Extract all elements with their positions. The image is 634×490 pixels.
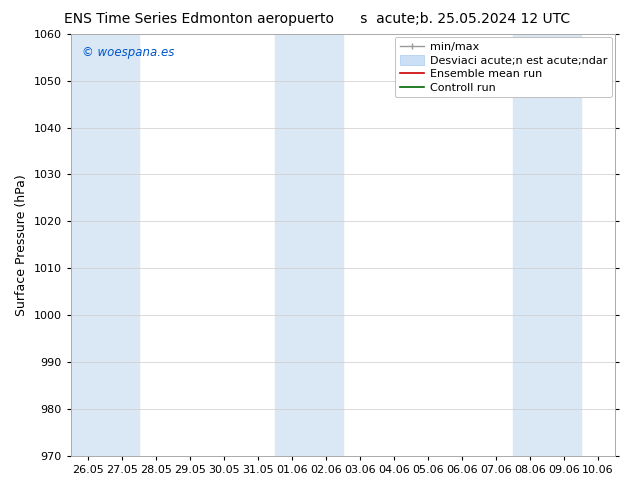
Text: ENS Time Series Edmonton aeropuerto      s  acute;b. 25.05.2024 12 UTC: ENS Time Series Edmonton aeropuerto s ac…	[64, 12, 570, 26]
Title: ENS Time Series Edmonton aeropuerto      s  acute;b. 25.05.2024 12 UTC: ENS Time Series Edmonton aeropuerto s ac…	[0, 489, 1, 490]
Bar	[513, 34, 581, 456]
Y-axis label: Surface Pressure (hPa): Surface Pressure (hPa)	[15, 174, 28, 316]
Text: © woespana.es: © woespana.es	[82, 47, 174, 59]
Bar	[71, 34, 139, 456]
Legend: min/max, Desviaci acute;n est acute;ndar, Ensemble mean run, Controll run: min/max, Desviaci acute;n est acute;ndar…	[395, 37, 612, 98]
Bar	[275, 34, 343, 456]
